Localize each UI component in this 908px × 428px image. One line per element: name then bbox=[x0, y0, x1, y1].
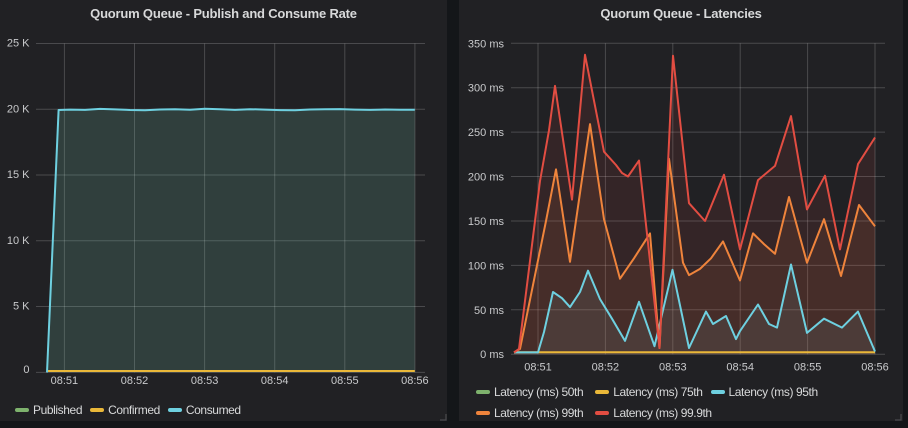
svg-text:08:53: 08:53 bbox=[659, 362, 687, 374]
svg-text:5 K: 5 K bbox=[13, 301, 30, 313]
svg-text:08:52: 08:52 bbox=[592, 362, 620, 374]
svg-text:15 K: 15 K bbox=[7, 169, 30, 181]
svg-text:08:51: 08:51 bbox=[51, 375, 79, 387]
svg-text:08:53: 08:53 bbox=[191, 375, 219, 387]
svg-text:100 ms: 100 ms bbox=[468, 260, 505, 272]
svg-text:25 K: 25 K bbox=[7, 38, 30, 50]
svg-text:250 ms: 250 ms bbox=[468, 127, 505, 139]
svg-text:08:55: 08:55 bbox=[794, 362, 822, 374]
svg-text:350 ms: 350 ms bbox=[468, 38, 505, 50]
svg-text:200 ms: 200 ms bbox=[468, 172, 505, 184]
svg-text:150 ms: 150 ms bbox=[468, 216, 505, 228]
svg-text:10 K: 10 K bbox=[7, 235, 30, 247]
svg-text:20 K: 20 K bbox=[7, 103, 30, 115]
svg-text:08:52: 08:52 bbox=[121, 375, 149, 387]
svg-text:0: 0 bbox=[23, 364, 29, 376]
svg-text:08:55: 08:55 bbox=[331, 375, 359, 387]
svg-text:08:56: 08:56 bbox=[861, 362, 889, 374]
svg-text:0 ms: 0 ms bbox=[480, 349, 504, 361]
svg-text:50 ms: 50 ms bbox=[474, 305, 504, 317]
svg-text:08:56: 08:56 bbox=[401, 375, 429, 387]
svg-text:08:54: 08:54 bbox=[261, 375, 289, 387]
svg-text:300 ms: 300 ms bbox=[468, 83, 505, 95]
svg-text:08:54: 08:54 bbox=[726, 362, 754, 374]
svg-text:08:51: 08:51 bbox=[524, 362, 552, 374]
